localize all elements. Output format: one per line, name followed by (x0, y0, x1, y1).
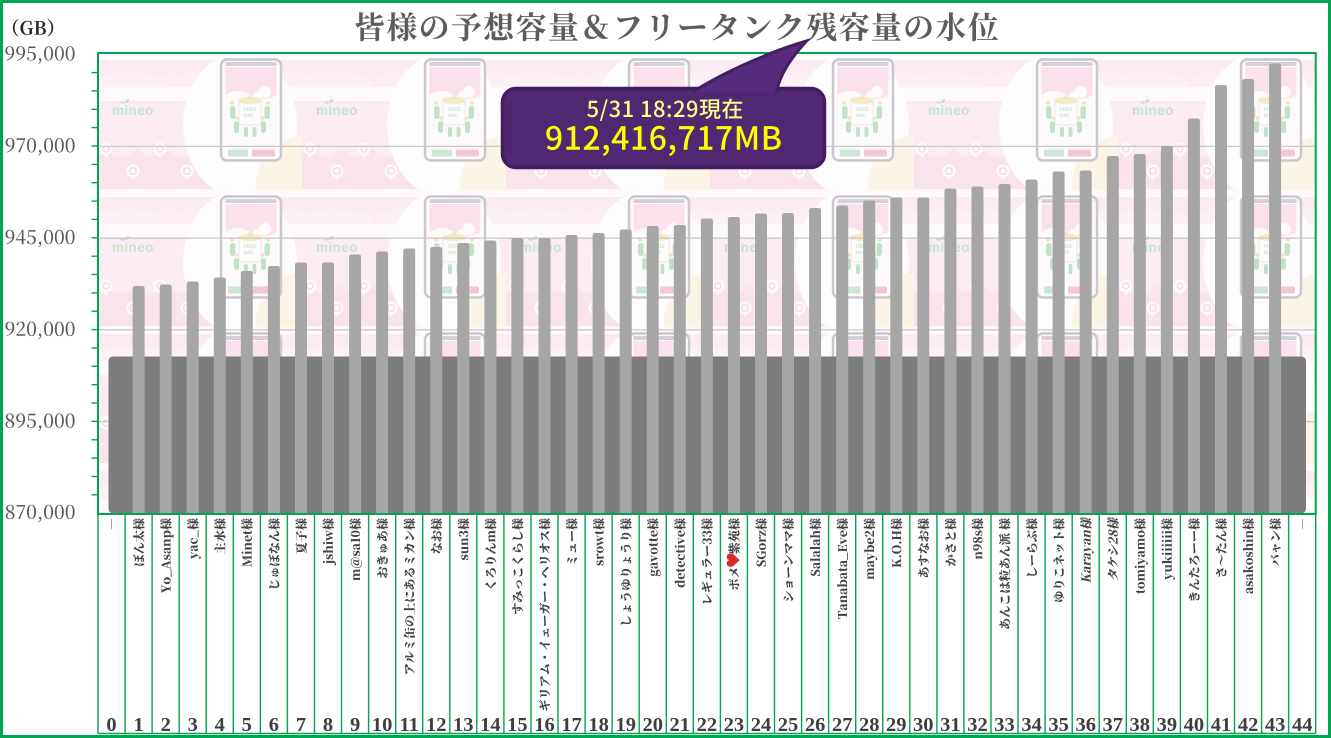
svg-text:31: 31 (940, 714, 961, 736)
svg-text:1: 1 (133, 714, 143, 736)
svg-text:24: 24 (751, 714, 772, 736)
svg-text:44: 44 (1292, 714, 1313, 736)
svg-text:32: 32 (967, 714, 988, 736)
svg-text:18: 18 (588, 714, 609, 736)
svg-text:27: 27 (832, 714, 853, 736)
svg-text:28: 28 (859, 714, 880, 736)
svg-text:15: 15 (507, 714, 528, 736)
svg-text:19: 19 (615, 714, 636, 736)
svg-text:5: 5 (242, 714, 252, 736)
svg-text:9: 9 (350, 714, 360, 736)
svg-text:38: 38 (1130, 714, 1151, 736)
svg-text:11: 11 (400, 714, 419, 736)
svg-text:25: 25 (778, 714, 799, 736)
svg-text:3: 3 (188, 714, 198, 736)
svg-text:16: 16 (534, 714, 555, 736)
svg-text:26: 26 (805, 714, 826, 736)
svg-text:42: 42 (1238, 714, 1259, 736)
svg-text:33: 33 (994, 714, 1015, 736)
svg-text:22: 22 (697, 714, 718, 736)
svg-text:13: 13 (453, 714, 474, 736)
svg-text:21: 21 (670, 714, 691, 736)
svg-text:35: 35 (1048, 714, 1069, 736)
svg-text:7: 7 (296, 714, 306, 736)
svg-text:37: 37 (1103, 714, 1124, 736)
svg-text:17: 17 (561, 714, 582, 736)
svg-text:34: 34 (1021, 714, 1042, 736)
svg-text:14: 14 (480, 714, 501, 736)
svg-text:8: 8 (323, 714, 333, 736)
svg-text:2: 2 (161, 714, 171, 736)
svg-text:0: 0 (106, 714, 116, 736)
svg-text:39: 39 (1157, 714, 1178, 736)
svg-text:30: 30 (913, 714, 934, 736)
svg-text:29: 29 (886, 714, 907, 736)
svg-text:36: 36 (1075, 714, 1096, 736)
svg-text:43: 43 (1265, 714, 1286, 736)
svg-text:20: 20 (642, 714, 663, 736)
svg-text:10: 10 (372, 714, 393, 736)
svg-text:41: 41 (1211, 714, 1232, 736)
svg-text:6: 6 (269, 714, 279, 736)
svg-text:23: 23 (724, 714, 745, 736)
svg-text:40: 40 (1184, 714, 1205, 736)
svg-text:12: 12 (426, 714, 447, 736)
svg-text:4: 4 (215, 714, 225, 736)
